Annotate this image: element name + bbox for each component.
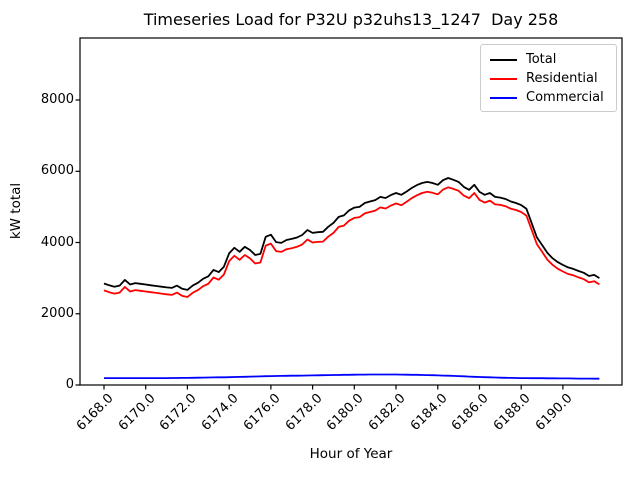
legend-line-sample: [490, 58, 517, 61]
legend-line-sample: [490, 77, 517, 80]
legend-entry-label: Residential: [526, 71, 598, 86]
y-tick-label: 0: [65, 377, 74, 392]
x-axis-label: Hour of Year: [309, 446, 393, 462]
legend-entry-commercial: Commercial: [481, 88, 616, 107]
legend-entry-label: Commercial: [526, 90, 604, 105]
y-axis-label: kW total: [8, 182, 24, 240]
series-line-commercial: [104, 373, 600, 380]
series-line-total: [103, 177, 600, 291]
chart-title: Timeseries Load for P32U p32uhs13_1247 D…: [143, 10, 559, 29]
legend: Total Residential Commercial: [480, 44, 617, 112]
y-tick-label: 8000: [40, 92, 74, 107]
legend-entry-label: Total: [526, 52, 557, 67]
legend-entry-residential: Residential: [481, 69, 616, 88]
legend-line-sample: [490, 96, 517, 99]
series-line-residential: [103, 186, 600, 298]
y-tick-label: 6000: [40, 163, 74, 179]
y-tick-label: 2000: [40, 305, 74, 321]
y-tick-label: 4000: [40, 234, 74, 250]
legend-entry-total: Total: [481, 50, 616, 69]
axes-border: [79, 37, 623, 386]
